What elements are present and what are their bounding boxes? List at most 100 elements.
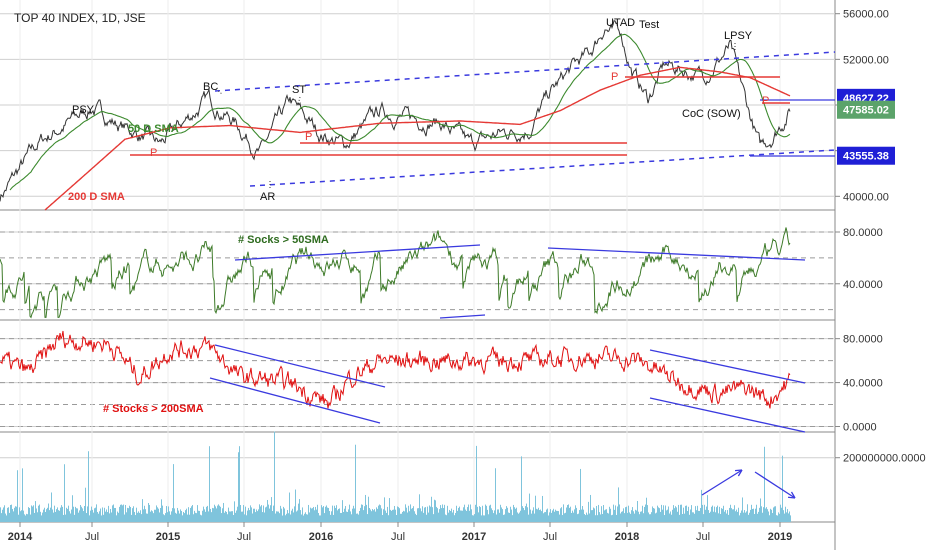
volume-bar (66, 507, 67, 522)
volume-bar (13, 511, 14, 522)
volume-bar (88, 451, 89, 522)
volume-bar (174, 508, 175, 522)
volume-bar (313, 506, 314, 522)
volume-bar (696, 510, 697, 522)
volume-bar (538, 507, 539, 522)
volume-bar (147, 513, 148, 522)
volume-bar (393, 509, 394, 522)
volume-bar (775, 506, 776, 522)
volume-bar (56, 509, 57, 522)
volume-bar (255, 512, 256, 522)
volume-bar (16, 506, 17, 522)
volume-bar (289, 492, 290, 522)
volume-bar (205, 511, 206, 522)
y-tick-label: 40000.00 (843, 191, 889, 203)
volume-bar (728, 514, 729, 522)
volume-bar (101, 515, 102, 522)
volume-bar (197, 505, 198, 522)
volume-bar (19, 507, 20, 522)
volume-bar (732, 509, 733, 522)
volume-bar (530, 509, 531, 522)
volume-bar (672, 509, 673, 522)
volume-bar (202, 510, 203, 522)
volume-bar (514, 507, 515, 522)
volume-bar (50, 507, 51, 522)
volume-bar (45, 511, 46, 522)
volume-bar (399, 508, 400, 522)
volume-bar (518, 513, 519, 522)
volume-bar (688, 506, 689, 522)
volume-bar (506, 506, 507, 522)
volume-bar (748, 514, 749, 522)
volume-bar (441, 508, 442, 522)
socks-above-50sma-line (0, 227, 791, 319)
volume-bar (338, 508, 339, 522)
volume-bar (110, 508, 111, 522)
volume-bar (368, 496, 369, 522)
volume-bar (118, 512, 119, 522)
volume-bar (537, 509, 538, 522)
volume-bar (635, 509, 636, 522)
series-layer (0, 20, 791, 522)
volume-bar (232, 511, 233, 522)
volume-bar (295, 489, 296, 522)
volume-bar (275, 513, 276, 522)
volume-bar (648, 512, 649, 522)
volume-bar (721, 508, 722, 522)
volume-bar (596, 505, 597, 522)
volume-bar (62, 506, 63, 522)
volume-bar (269, 508, 270, 522)
volume-bar (616, 514, 617, 522)
volume-bar (20, 511, 21, 522)
volume-bar (144, 505, 145, 522)
volume-bar (745, 512, 746, 522)
volume-bar (781, 507, 782, 522)
volume-bar (1, 513, 2, 522)
volume-bar (653, 507, 654, 522)
volume-bar (10, 505, 11, 522)
volume-bar (163, 514, 164, 522)
volume-bar (38, 505, 39, 522)
volume-bar (631, 510, 632, 522)
volume-bar (236, 510, 237, 522)
volume-bar (586, 512, 587, 522)
x-tick-label: Jul (543, 531, 557, 543)
volume-bar (638, 511, 639, 522)
volume-bar (421, 511, 422, 522)
volume-bar (730, 504, 731, 522)
volume-bar (477, 506, 478, 522)
volume-bar (310, 507, 311, 522)
volume-bar (241, 511, 242, 522)
volume-bar (357, 513, 358, 522)
volume-bar (240, 505, 241, 522)
volume-bar (424, 507, 425, 522)
volume-bar (39, 504, 40, 522)
volume-bar (79, 510, 80, 522)
volume-trend-arrow (701, 469, 743, 496)
volume-bar (585, 515, 586, 522)
volume-bar (263, 505, 264, 522)
volume-bar (735, 511, 736, 522)
volume-bar (122, 505, 123, 522)
volume-bar (751, 504, 752, 522)
volume-bar (510, 506, 511, 522)
volume-bar (487, 509, 488, 522)
volume-bar (620, 513, 621, 522)
y-tick-label: 56000.00 (843, 9, 889, 21)
volume-bar (180, 509, 181, 522)
volume-bar (198, 510, 199, 522)
volume-bar (231, 511, 232, 522)
volume-bar (100, 508, 101, 522)
volume-bar (212, 507, 213, 522)
volume-bar (489, 505, 490, 522)
volume-bar (677, 511, 678, 522)
volume-bar (679, 514, 680, 522)
volume-bar (276, 511, 277, 522)
volume-bar (767, 509, 768, 522)
volume-bar (397, 506, 398, 522)
volume-bar (316, 509, 317, 522)
volume-bar (757, 513, 758, 522)
volume-bar (135, 515, 136, 522)
volume-bar (750, 509, 751, 522)
